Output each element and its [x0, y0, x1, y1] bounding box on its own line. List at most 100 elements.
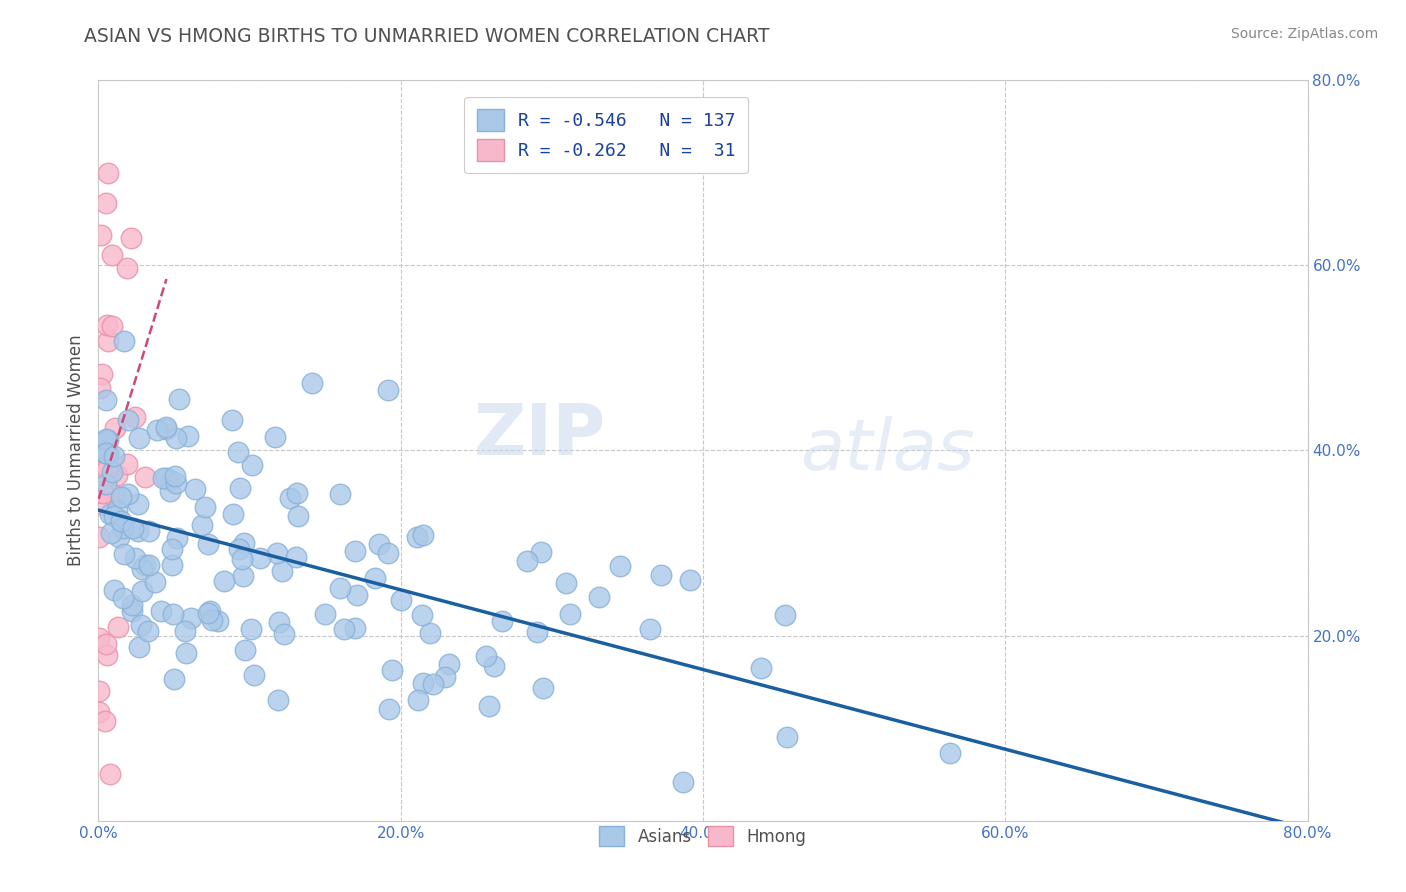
Text: ASIAN VS HMONG BIRTHS TO UNMARRIED WOMEN CORRELATION CHART: ASIAN VS HMONG BIRTHS TO UNMARRIED WOMEN…: [84, 27, 770, 45]
Point: [89, 684, 111, 698]
Point: [143, 574, 166, 589]
Point: [90, 367, 112, 381]
Point: [155, 419, 177, 434]
Point: [98, 507, 121, 521]
Point: [773, 608, 796, 623]
Point: [124, 410, 146, 425]
Point: [103, 449, 125, 463]
Point: [180, 611, 202, 625]
Point: [110, 491, 132, 505]
Point: [174, 646, 197, 660]
Point: [558, 607, 581, 621]
Point: [491, 614, 513, 628]
Point: [89, 530, 111, 544]
Point: [381, 663, 404, 677]
Point: [101, 319, 124, 334]
Point: [749, 661, 772, 675]
Point: [165, 431, 187, 445]
Point: [162, 672, 184, 686]
Point: [117, 260, 139, 275]
Point: [267, 693, 290, 707]
Point: [155, 422, 177, 436]
Point: [408, 693, 430, 707]
Point: [103, 487, 125, 501]
Point: [482, 659, 505, 673]
Point: [97, 446, 120, 460]
Point: [117, 457, 139, 471]
Point: [222, 507, 245, 521]
Point: [96, 433, 118, 447]
Point: [166, 531, 188, 545]
Point: [198, 604, 221, 618]
Point: [146, 423, 169, 437]
Point: [159, 473, 181, 487]
Point: [121, 598, 143, 612]
Point: [94, 433, 117, 447]
Point: [531, 681, 554, 695]
Point: [128, 431, 150, 445]
Point: [377, 383, 399, 397]
Y-axis label: Births to Unmarried Women: Births to Unmarried Women: [66, 334, 84, 566]
Point: [117, 413, 139, 427]
Point: [112, 547, 135, 561]
Point: [526, 625, 548, 640]
Point: [131, 562, 153, 576]
Point: [103, 583, 125, 598]
Point: [98, 767, 121, 781]
Point: [127, 497, 149, 511]
Point: [136, 624, 159, 639]
Point: [333, 622, 356, 636]
Point: [96, 318, 118, 332]
Point: [232, 535, 254, 549]
Point: [191, 517, 214, 532]
Point: [90, 227, 112, 242]
Point: [105, 503, 128, 517]
Point: [939, 746, 962, 760]
Point: [344, 621, 367, 635]
Point: [89, 381, 111, 395]
Point: [231, 551, 253, 566]
Point: [160, 558, 183, 572]
Point: [162, 607, 184, 622]
Point: [212, 574, 235, 589]
Point: [226, 444, 249, 458]
Point: [588, 590, 610, 604]
Point: [776, 730, 799, 744]
Point: [422, 677, 444, 691]
Point: [174, 624, 197, 639]
Point: [127, 524, 149, 538]
Point: [285, 486, 308, 500]
Point: [378, 701, 401, 715]
Point: [328, 487, 350, 501]
Point: [149, 603, 172, 617]
Point: [263, 430, 285, 444]
Point: [249, 551, 271, 566]
Point: [555, 576, 578, 591]
Point: [240, 458, 263, 472]
Point: [101, 248, 124, 262]
Point: [368, 537, 391, 551]
Point: [107, 620, 129, 634]
Point: [103, 508, 125, 523]
Point: [94, 476, 117, 491]
Point: [638, 623, 661, 637]
Point: [474, 649, 496, 664]
Point: [177, 429, 200, 443]
Point: [105, 467, 128, 482]
Point: [221, 413, 243, 427]
Point: [124, 550, 146, 565]
Point: [94, 446, 117, 460]
Point: [160, 542, 183, 557]
Point: [412, 676, 434, 690]
Point: [389, 592, 412, 607]
Point: [94, 637, 117, 651]
Point: [97, 334, 120, 349]
Point: [229, 481, 252, 495]
Point: [439, 657, 461, 672]
Point: [93, 498, 115, 512]
Point: [301, 376, 323, 391]
Point: [201, 613, 224, 627]
Legend: Asians, Hmong: Asians, Hmong: [593, 820, 813, 853]
Point: [91, 485, 114, 500]
Point: [346, 588, 368, 602]
